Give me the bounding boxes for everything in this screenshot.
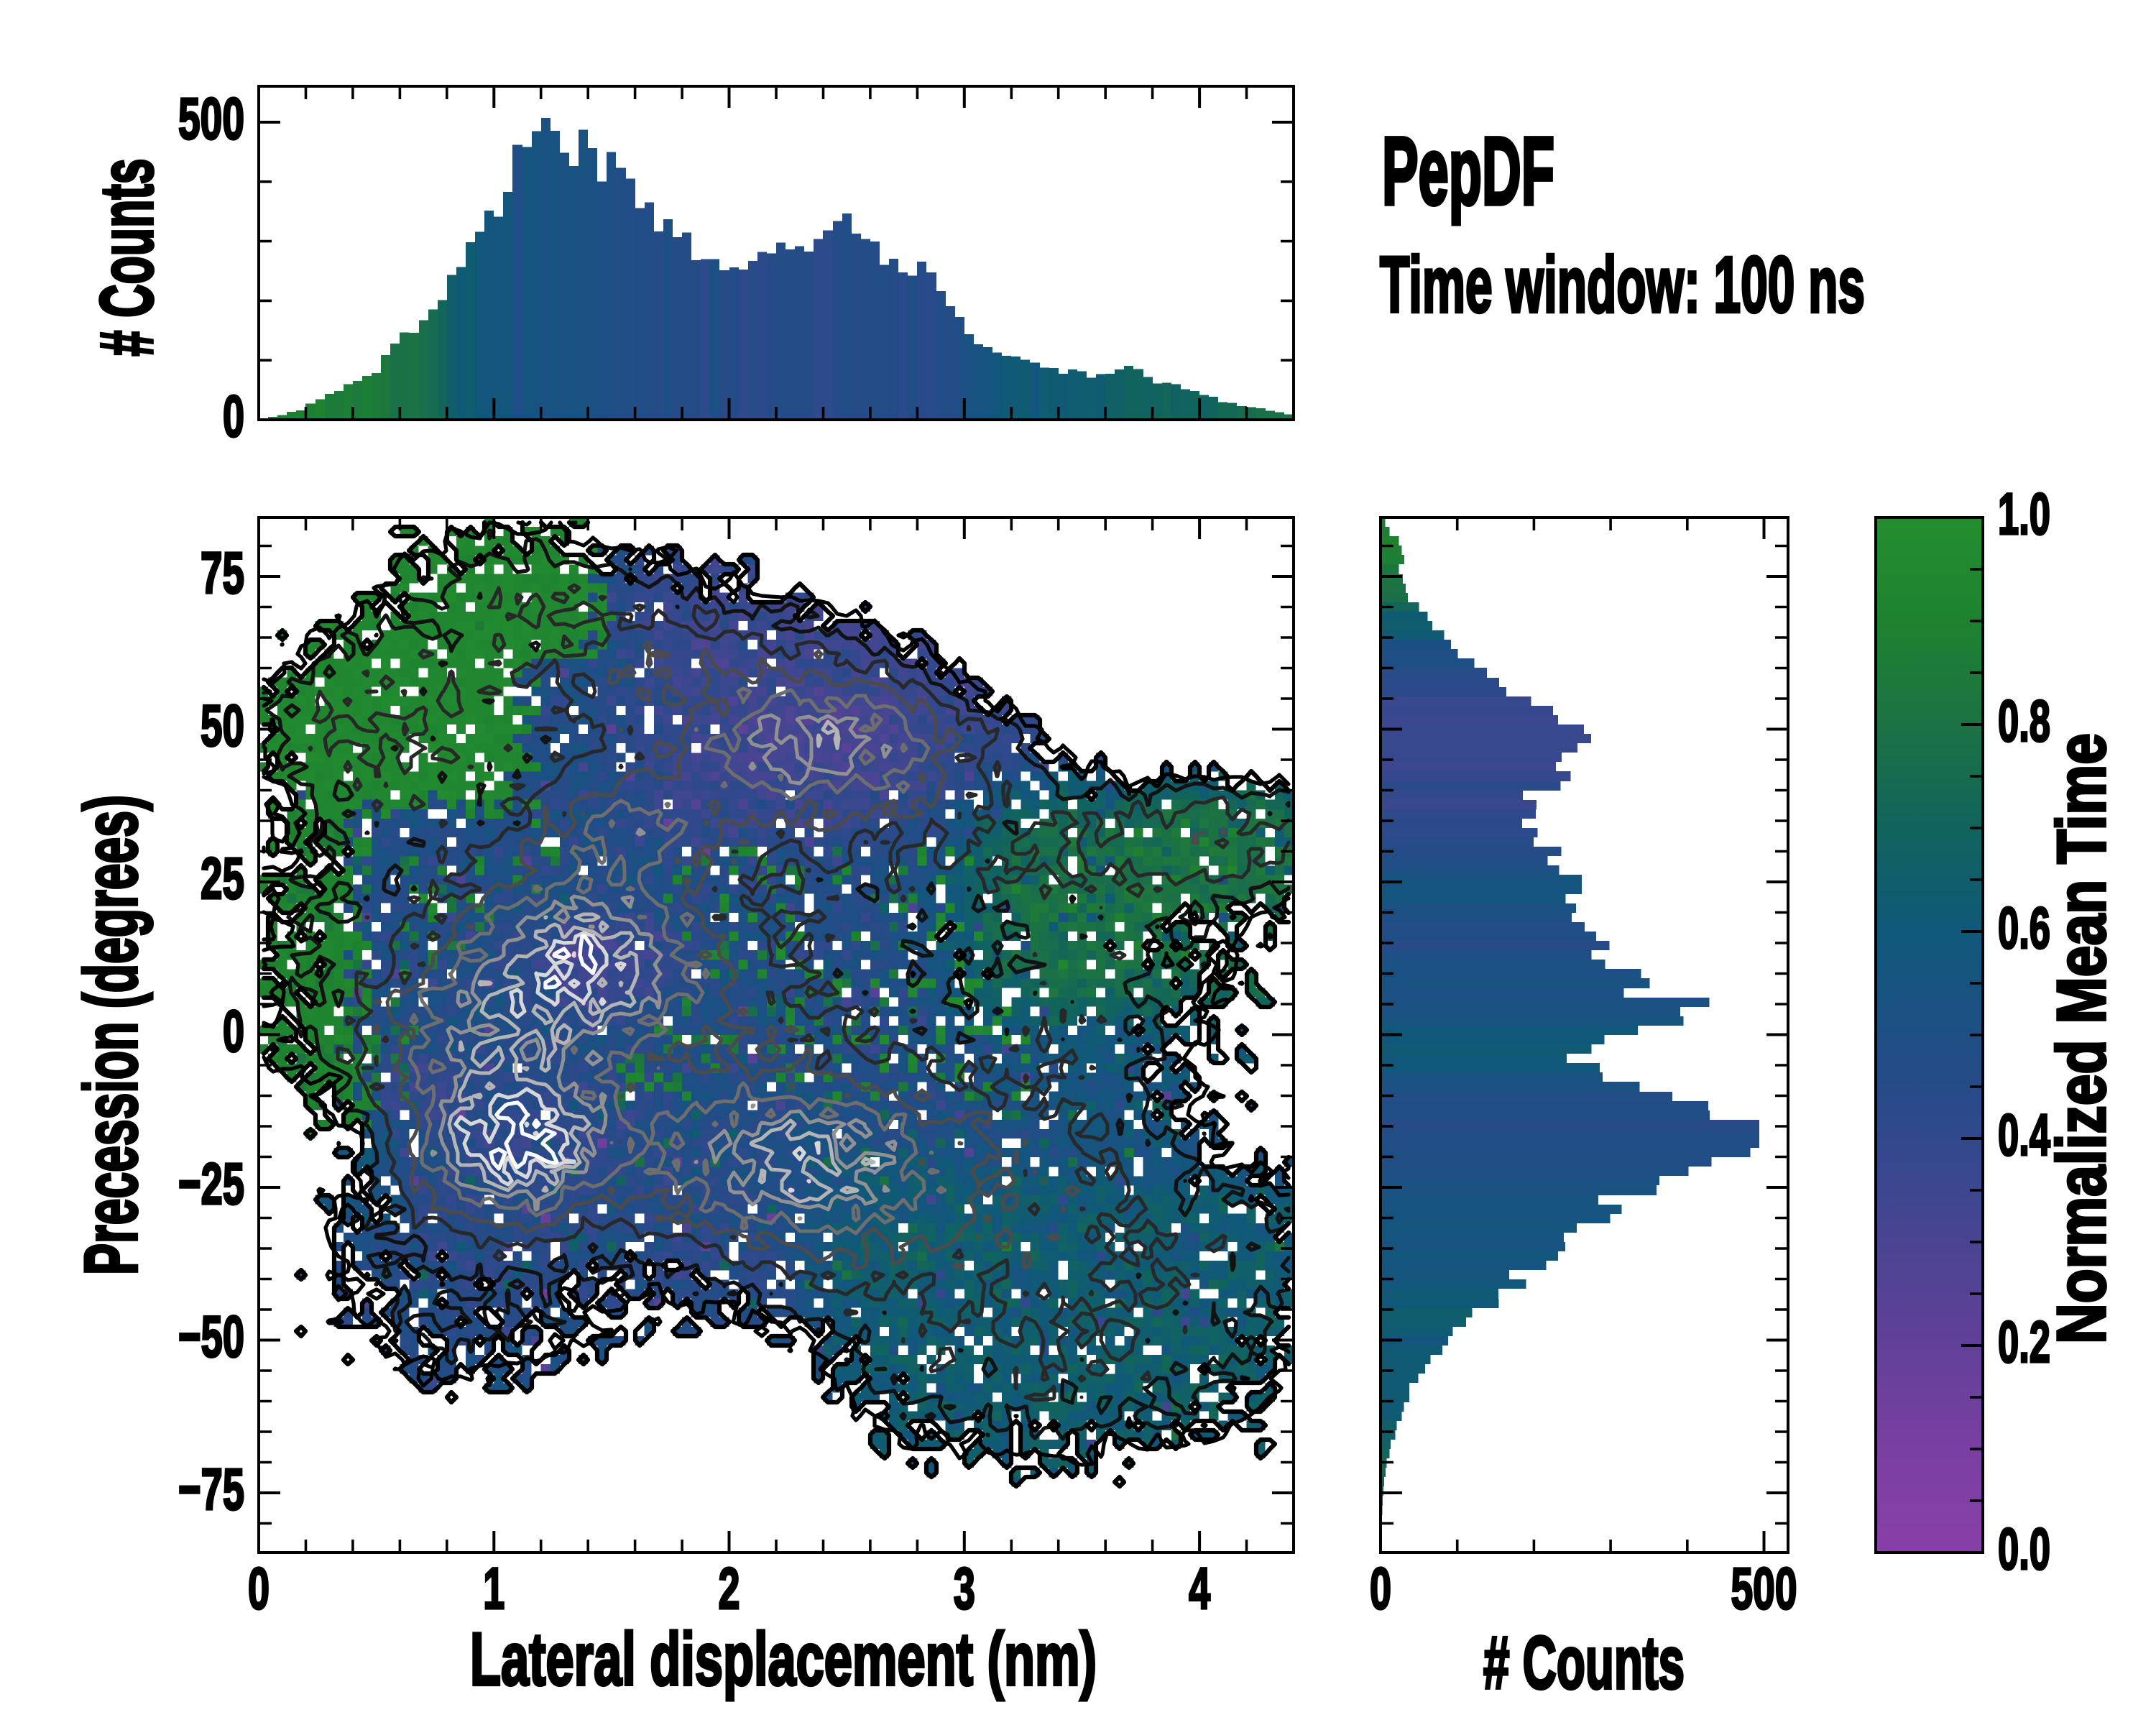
svg-text:500: 500 [178, 86, 244, 152]
svg-text:−25: −25 [178, 1151, 244, 1217]
svg-text:25: 25 [201, 846, 244, 911]
svg-text:PepDF: PepDF [1382, 118, 1554, 225]
svg-text:0.6: 0.6 [1998, 896, 2050, 961]
svg-text:50: 50 [201, 694, 244, 759]
svg-text:0.8: 0.8 [1998, 689, 2050, 754]
svg-text:Precession (degrees): Precession (degrees) [70, 795, 153, 1275]
svg-text:1.0: 1.0 [1998, 482, 2050, 547]
svg-text:# Counts: # Counts [1483, 1622, 1685, 1705]
svg-text:1: 1 [483, 1556, 505, 1622]
svg-text:−50: −50 [178, 1305, 244, 1370]
svg-text:0.4: 0.4 [1998, 1103, 2050, 1168]
svg-text:2: 2 [719, 1556, 740, 1622]
svg-text:75: 75 [201, 540, 244, 606]
svg-text:0: 0 [223, 384, 244, 449]
svg-text:# Counts: # Counts [86, 159, 169, 356]
svg-text:0.2: 0.2 [1998, 1310, 2050, 1375]
svg-text:0.0: 0.0 [1998, 1517, 2050, 1582]
svg-text:−75: −75 [178, 1457, 244, 1522]
svg-text:Time window: 100 ns: Time window: 100 ns [1380, 241, 1865, 329]
svg-text:500: 500 [1731, 1556, 1797, 1622]
svg-text:4: 4 [1189, 1556, 1210, 1622]
svg-text:Lateral displacement (nm): Lateral displacement (nm) [470, 1618, 1097, 1701]
svg-text:0: 0 [248, 1556, 270, 1622]
svg-text:Normalized Mean Time: Normalized Mean Time [2043, 733, 2120, 1344]
svg-text:0: 0 [1370, 1556, 1391, 1622]
svg-text:0: 0 [223, 999, 244, 1064]
svg-text:3: 3 [954, 1556, 975, 1622]
